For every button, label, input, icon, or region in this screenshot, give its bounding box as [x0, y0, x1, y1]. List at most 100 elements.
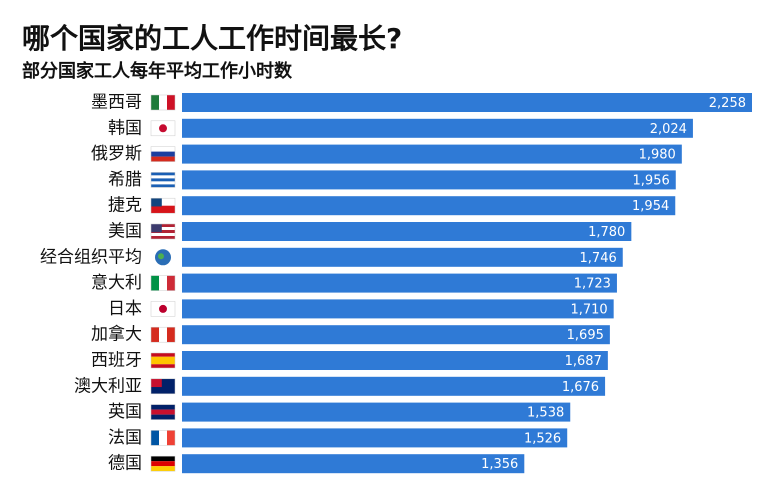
flag-icon: [159, 327, 167, 343]
flag-icon: [151, 227, 175, 230]
flag-icon: [151, 364, 175, 368]
flag-icon: [150, 172, 176, 188]
value-label: 2,024: [650, 122, 687, 137]
value-label: 2,258: [709, 96, 746, 111]
y-tick-label: 意大利: [91, 273, 142, 293]
bar: [182, 247, 623, 267]
flag-icon: [150, 120, 176, 137]
flag-icon: [151, 172, 175, 176]
y-tick-label: 俄罗斯: [91, 144, 142, 164]
bar: [182, 402, 571, 422]
flag-icon: [151, 466, 175, 472]
bar: [182, 196, 676, 216]
value-label: 1,356: [481, 457, 518, 472]
flag-icon: [150, 455, 176, 472]
flag-icon: [151, 236, 175, 239]
flag-icon: [150, 223, 176, 240]
flag-icon: [151, 356, 175, 361]
flag-icon: [167, 95, 175, 110]
y-tick-label: 西班牙: [91, 351, 142, 371]
flag-icon: [151, 181, 175, 185]
flag-icon: [151, 414, 175, 420]
bar: [182, 273, 617, 293]
value-label: 1,723: [574, 277, 611, 292]
flag-icon: [150, 301, 176, 317]
y-tick-label: 捷克: [108, 196, 142, 216]
flag-icon: [167, 327, 175, 343]
y-tick-label: 美国: [108, 222, 142, 242]
flag-icon: [151, 95, 159, 110]
flag-icon: [150, 94, 176, 111]
flag-icon: [167, 430, 175, 446]
flag-icon: [150, 430, 176, 446]
flag-icon: [151, 205, 175, 214]
flag-icon: [151, 198, 162, 207]
flag-icon: [151, 224, 162, 233]
flag-icon: [167, 275, 175, 291]
bar: [182, 299, 614, 319]
y-tick-label: 澳大利亚: [74, 376, 142, 396]
bar: [182, 222, 632, 241]
chart-subtitle: 部分国家工人每年平均工作小时数: [22, 60, 293, 82]
y-tick-label: 英国: [108, 402, 142, 422]
bar: [182, 144, 682, 164]
bar: [182, 454, 525, 474]
y-tick-label: 法国: [108, 428, 142, 448]
value-label: 1,695: [567, 328, 604, 343]
flag-icon: [159, 304, 167, 313]
y-tick-label: 德国: [108, 454, 142, 474]
flag-icon: [151, 156, 175, 162]
flag-icon: [159, 124, 167, 133]
bar: [182, 325, 610, 345]
flag-icon: [159, 275, 167, 291]
flag-icon: [151, 275, 159, 291]
value-label: 1,687: [565, 354, 602, 369]
flag-icon: [158, 253, 164, 260]
flag-icon: [151, 224, 175, 227]
flag-icon: [150, 275, 176, 291]
bar: [182, 428, 568, 448]
bar: [182, 351, 608, 370]
value-label: 1,676: [562, 380, 599, 395]
flag-icon: [151, 327, 159, 343]
flag-icon: [151, 353, 175, 357]
value-label: 1,710: [570, 302, 607, 317]
flag-icon: [150, 378, 176, 395]
flag-icon: [151, 175, 175, 179]
value-label: 1,954: [632, 199, 669, 214]
flag-icon: [150, 326, 176, 343]
value-label: 1,538: [527, 406, 564, 421]
flag-icon: [151, 184, 175, 188]
bar: [182, 376, 606, 396]
y-tick-label: 加拿大: [91, 324, 142, 345]
flag-icon: [151, 378, 162, 388]
flag-icon: [150, 404, 176, 420]
bar: [182, 118, 693, 138]
flag-icon: [151, 198, 175, 206]
flag-icon: [151, 178, 175, 182]
bar: [182, 170, 676, 190]
chart-title: 哪个国家的工人工作时间最长?: [22, 22, 402, 55]
flag-icon: [151, 146, 175, 152]
value-label: 1,746: [580, 251, 617, 266]
value-label: 1,980: [639, 148, 676, 163]
flag-icon: [159, 430, 167, 446]
y-tick-label: 韩国: [108, 118, 142, 138]
y-tick-label: 日本: [108, 299, 142, 319]
flag-icon: [150, 352, 176, 369]
flag-icon: [151, 230, 175, 233]
flag-icon: [150, 197, 176, 214]
flag-icon: [151, 430, 159, 446]
flag-icon: [150, 146, 176, 162]
value-label: 1,780: [588, 225, 625, 240]
bar: [182, 93, 752, 112]
flag-icon: [151, 456, 175, 462]
value-label: 1,956: [633, 173, 670, 188]
flag-icon: [151, 233, 175, 236]
flag-icon: [159, 95, 167, 110]
flag-icon: [151, 360, 175, 365]
y-tick-label: 墨西哥: [91, 93, 142, 113]
value-label: 1,526: [524, 431, 561, 446]
